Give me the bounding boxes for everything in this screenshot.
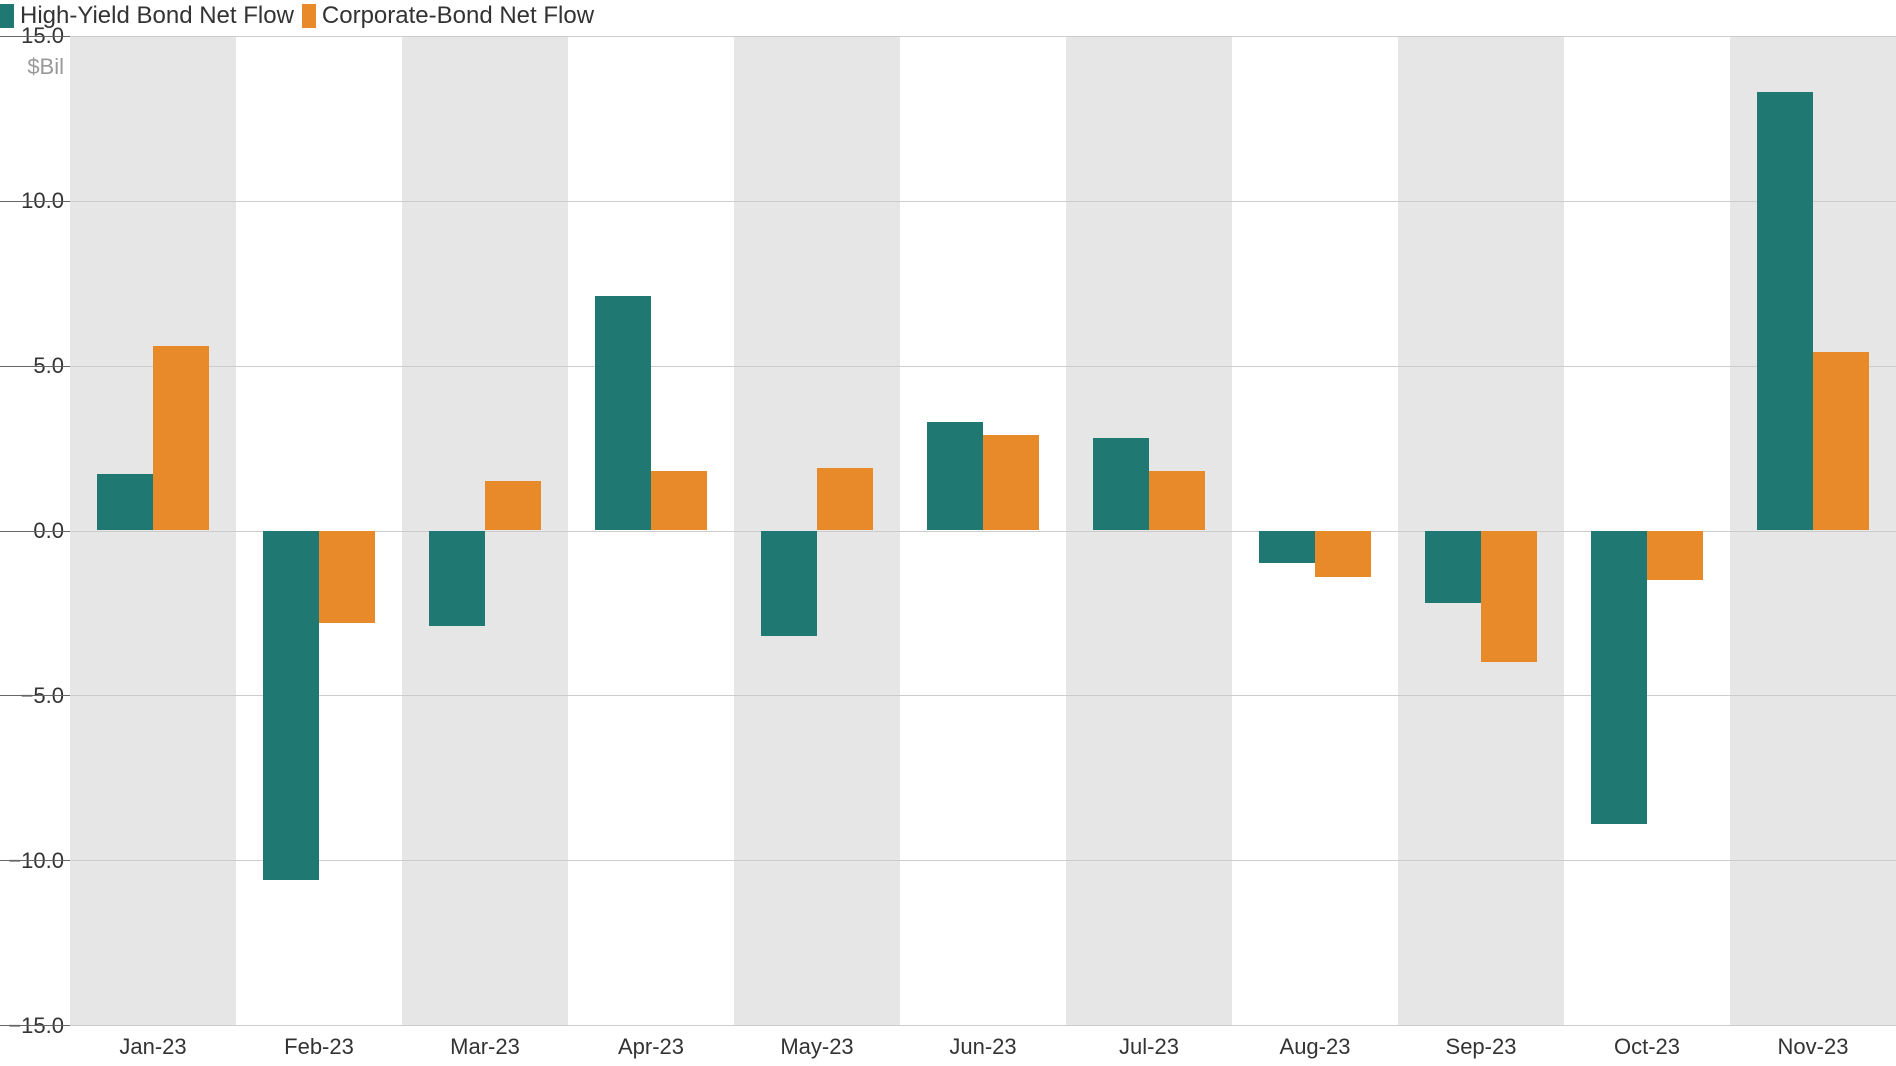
y-tick-mark	[0, 36, 70, 37]
bar-corporate	[1647, 531, 1703, 580]
y-tick-mark	[0, 531, 70, 532]
x-tick-label: Jan-23	[70, 1026, 236, 1066]
bar-high-yield	[1591, 531, 1647, 824]
bar-group	[734, 36, 900, 1025]
y-tick-label: −15.0	[8, 1013, 64, 1039]
x-tick-label: Oct-23	[1564, 1026, 1730, 1066]
legend-swatch	[0, 4, 14, 28]
bar-corporate	[817, 468, 873, 531]
bar-group	[900, 36, 1066, 1025]
bar-corporate	[1813, 352, 1869, 530]
bar-high-yield	[927, 422, 983, 531]
y-tick-mark	[0, 860, 70, 861]
bar-corporate	[1149, 471, 1205, 530]
y-axis-unit: $Bil	[27, 54, 64, 80]
y-tick-mark	[0, 366, 70, 367]
bar-high-yield	[1425, 531, 1481, 604]
bar-corporate	[153, 346, 209, 531]
legend-item: Corporate-Bond Net Flow	[302, 2, 594, 30]
bars-layer	[70, 36, 1896, 1025]
bar-corporate	[1481, 531, 1537, 663]
bar-corporate	[485, 481, 541, 530]
x-axis: Jan-23Feb-23Mar-23Apr-23May-23Jun-23Jul-…	[0, 1026, 1896, 1066]
bar-corporate	[1315, 531, 1371, 577]
x-tick-label: Mar-23	[402, 1026, 568, 1066]
x-tick-label: Jun-23	[900, 1026, 1066, 1066]
bar-group	[1564, 36, 1730, 1025]
plot-wrapper: 15.010.05.00.0−5.0−10.0−15.0$Bil	[0, 36, 1896, 1026]
bar-group	[568, 36, 734, 1025]
x-tick-label: May-23	[734, 1026, 900, 1066]
bar-group	[1066, 36, 1232, 1025]
legend-label: Corporate-Bond Net Flow	[322, 2, 594, 30]
bar-high-yield	[429, 531, 485, 627]
bar-high-yield	[1757, 92, 1813, 530]
y-tick-mark	[0, 695, 70, 696]
gridline	[70, 1025, 1896, 1026]
bond-flow-chart: High-Yield Bond Net FlowCorporate-Bond N…	[0, 0, 1896, 1066]
y-tick-mark	[0, 1025, 70, 1026]
bar-group	[236, 36, 402, 1025]
bar-high-yield	[1093, 438, 1149, 530]
bar-corporate	[983, 435, 1039, 531]
bar-high-yield	[1259, 531, 1315, 564]
x-tick-label: Sep-23	[1398, 1026, 1564, 1066]
bar-high-yield	[263, 531, 319, 880]
legend-swatch	[302, 4, 316, 28]
chart-legend: High-Yield Bond Net FlowCorporate-Bond N…	[0, 0, 1896, 36]
bar-group	[1232, 36, 1398, 1025]
x-tick-label: Aug-23	[1232, 1026, 1398, 1066]
bar-high-yield	[97, 474, 153, 530]
bar-group	[402, 36, 568, 1025]
bar-group	[70, 36, 236, 1025]
plot-area	[70, 36, 1896, 1026]
bar-group	[1730, 36, 1896, 1025]
x-tick-label: Jul-23	[1066, 1026, 1232, 1066]
x-tick-label: Nov-23	[1730, 1026, 1896, 1066]
bar-corporate	[651, 471, 707, 530]
x-tick-label: Apr-23	[568, 1026, 734, 1066]
bar-corporate	[319, 531, 375, 623]
x-tick-label: Feb-23	[236, 1026, 402, 1066]
bar-high-yield	[595, 296, 651, 530]
bar-group	[1398, 36, 1564, 1025]
y-tick-mark	[0, 201, 70, 202]
bar-high-yield	[761, 531, 817, 636]
